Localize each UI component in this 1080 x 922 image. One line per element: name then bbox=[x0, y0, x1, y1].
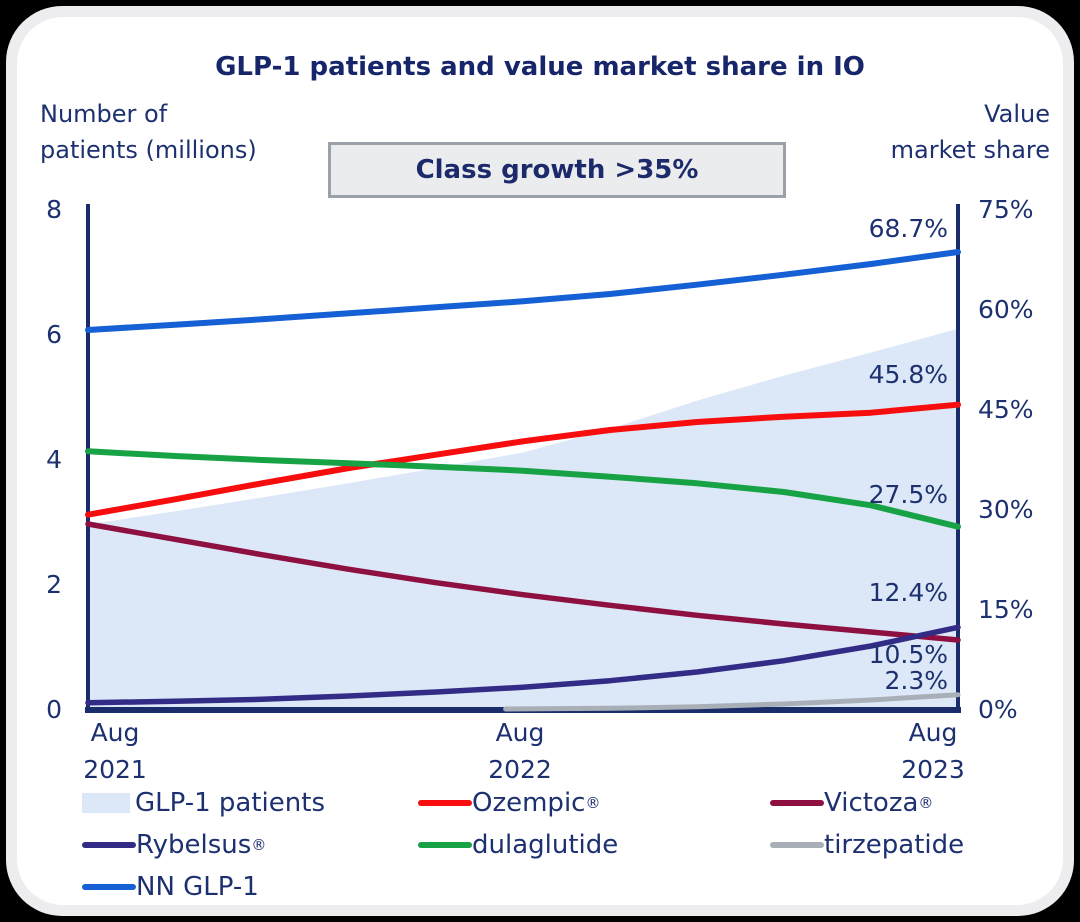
legend-line-swatch-icon bbox=[770, 800, 824, 806]
x-tick-month: Aug bbox=[908, 718, 958, 747]
end-label-dulaglutide: 27.5% bbox=[868, 480, 948, 509]
legend-item-ozempic: Ozempic ® bbox=[418, 782, 618, 824]
x-tick-year: 2023 bbox=[901, 755, 965, 784]
end-label-tirzepatide: 2.3% bbox=[884, 666, 948, 695]
left-tick-8: 8 bbox=[46, 195, 62, 224]
legend-label: tirzepatide bbox=[824, 830, 965, 860]
x-tick-month: Aug bbox=[495, 718, 545, 747]
legend-item-rybelsus: Rybelsus ® bbox=[82, 824, 325, 866]
legend-label: Victoza bbox=[824, 788, 919, 818]
series-line-dulaglutide bbox=[85, 448, 961, 530]
legend-label: dulaglutide bbox=[472, 830, 619, 860]
x-tick-month: Aug bbox=[90, 718, 140, 747]
series-line-rybelsus bbox=[85, 624, 961, 706]
right-tick-60: 60% bbox=[978, 295, 1034, 324]
series-line-victoza bbox=[85, 521, 961, 643]
legend-line-swatch-icon bbox=[418, 842, 472, 848]
class-growth-label: Class growth >35% bbox=[415, 155, 699, 185]
right-tick-0: 0% bbox=[978, 695, 1018, 724]
right-tick-45: 45% bbox=[978, 395, 1034, 424]
legend-line-swatch-icon bbox=[418, 800, 472, 806]
series-line-ozempic bbox=[85, 401, 961, 518]
series-line-nn-glp-1 bbox=[85, 249, 961, 333]
right-axis-title-line1: Value bbox=[984, 100, 1050, 128]
right-axis-title-line2: market share bbox=[890, 136, 1050, 164]
right-tick-30: 30% bbox=[978, 495, 1034, 524]
x-tick-2021: Aug 2021 bbox=[45, 714, 185, 788]
right-axis-title: Value market share bbox=[891, 96, 1050, 168]
end-label-victoza: 10.5% bbox=[868, 640, 948, 669]
x-tick-year: 2022 bbox=[488, 755, 552, 784]
left-axis-title-line1: Number of bbox=[40, 100, 168, 128]
legend-column-2: Ozempic ® dulaglutide bbox=[418, 782, 618, 866]
legend-item-nn-glp-1: NN GLP-1 bbox=[82, 866, 325, 908]
right-tick-75: 75% bbox=[978, 195, 1034, 224]
legend-item-victoza: Victoza ® bbox=[770, 782, 964, 824]
left-axis-title: Number of patients (millions) bbox=[40, 96, 257, 168]
end-label-ozempic: 45.8% bbox=[868, 360, 948, 389]
end-label-nn-glp-1: 68.7% bbox=[868, 214, 948, 243]
class-growth-annotation: Class growth >35% bbox=[328, 142, 786, 198]
legend-label: NN GLP-1 bbox=[136, 872, 259, 902]
legend-line-swatch-icon bbox=[770, 842, 824, 848]
legend-label: Ozempic bbox=[472, 788, 586, 818]
legend-item-dulaglutide: dulaglutide bbox=[418, 824, 618, 866]
x-tick-2023: Aug 2023 bbox=[863, 714, 1003, 788]
right-tick-15: 15% bbox=[978, 595, 1034, 624]
legend-area-swatch-icon bbox=[82, 793, 130, 813]
legend-label: GLP-1 patients bbox=[135, 788, 325, 818]
left-axis-title-line2: patients (millions) bbox=[40, 136, 257, 164]
chart-title: GLP-1 patients and value market share in… bbox=[215, 52, 865, 82]
legend-column-1: GLP-1 patients Rybelsus ® NN GLP-1 bbox=[82, 782, 325, 908]
legend-line-swatch-icon bbox=[82, 842, 136, 848]
x-tick-2022: Aug 2022 bbox=[450, 714, 590, 788]
series-line-tirzepatide bbox=[503, 692, 961, 712]
glp1-patients-area bbox=[88, 328, 958, 710]
legend-item-tirzepatide: tirzepatide bbox=[770, 824, 964, 866]
left-tick-2: 2 bbox=[46, 570, 62, 599]
x-tick-year: 2021 bbox=[83, 755, 147, 784]
legend-item-glp-1-patients: GLP-1 patients bbox=[82, 782, 325, 824]
left-tick-4: 4 bbox=[46, 445, 62, 474]
legend-label: Rybelsus bbox=[136, 830, 252, 860]
left-tick-0: 0 bbox=[46, 695, 62, 724]
legend-line-swatch-icon bbox=[82, 884, 136, 890]
left-tick-6: 6 bbox=[46, 320, 62, 349]
end-label-rybelsus: 12.4% bbox=[868, 578, 948, 607]
legend-column-3: Victoza ® tirzepatide bbox=[770, 782, 964, 866]
